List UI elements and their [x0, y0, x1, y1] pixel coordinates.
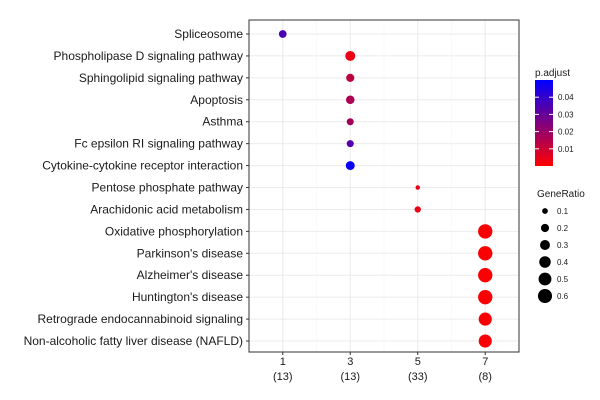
size-legend-title: GeneRatio	[537, 189, 585, 200]
size-legend-label: 0.3	[557, 241, 569, 250]
data-point	[278, 30, 287, 38]
data-point	[346, 73, 355, 82]
color-legend-label: 0.01	[558, 145, 574, 154]
data-point	[346, 140, 354, 148]
data-point	[478, 224, 493, 239]
y-tick-label: Non-alcoholic fatty liver disease (NAFLD…	[24, 334, 243, 348]
data-point	[478, 268, 493, 283]
color-legend-label: 0.02	[558, 128, 574, 137]
data-point	[478, 334, 492, 348]
data-point	[345, 161, 355, 171]
y-tick-label: Spliceosome	[174, 27, 243, 41]
data-point	[478, 246, 493, 261]
y-tick-label: Phospholipase D signaling pathway	[54, 49, 243, 63]
size-legend-dot	[540, 240, 550, 250]
x-tick-sublabel: (13)	[273, 371, 293, 383]
color-legend-title: p.adjust	[535, 68, 570, 79]
color-legend-label: 0.03	[558, 110, 574, 119]
data-point	[415, 185, 420, 190]
data-point	[345, 95, 355, 105]
data-point	[346, 118, 354, 126]
size-legend-label: 0.4	[557, 258, 569, 267]
data-point	[478, 312, 492, 326]
data-points	[278, 30, 493, 348]
x-axis: 1 (13) 3 (13) 5 (33) 7 (8)	[273, 352, 492, 383]
x-tick-sublabel: (8)	[479, 371, 492, 383]
color-legend-bar	[535, 80, 553, 166]
y-tick-label: Oxidative phosphorylation	[105, 224, 243, 238]
data-point	[414, 206, 421, 213]
data-point	[345, 50, 356, 61]
y-tick-label: Huntington's disease	[132, 290, 243, 304]
y-tick-label: Alzheimer's disease	[137, 268, 244, 282]
size-legend-label: 0.1	[557, 207, 569, 216]
y-tick-label: Fc epsilon RI signaling pathway	[74, 137, 243, 151]
size-legend-dot	[539, 256, 551, 268]
y-axis: Spliceosome Phospholipase D signaling pat…	[24, 27, 249, 348]
size-legend-dot	[537, 288, 553, 304]
size-legend: GeneRatio 0.1 0.2 0.3 0.4 0.5 0.6	[537, 189, 585, 304]
x-tick-label: 3	[347, 356, 353, 368]
y-tick-label: Pentose phosphate pathway	[92, 181, 243, 195]
x-tick-label: 7	[482, 356, 488, 368]
size-legend-dot	[542, 208, 548, 214]
y-tick-label: Asthma	[202, 115, 243, 129]
size-legend-label: 0.2	[557, 224, 569, 233]
size-legend-label: 0.6	[557, 292, 569, 301]
y-tick-label: Sphingolipid signaling pathway	[79, 71, 243, 85]
x-tick-label: 5	[415, 356, 421, 368]
x-tick-sublabel: (33)	[408, 371, 428, 383]
plot-panel-border	[248, 19, 520, 353]
x-tick-sublabel: (13)	[340, 371, 360, 383]
color-legend: p.adjust 0.04 0.03 0.02 0.01	[535, 68, 574, 166]
x-tick-label: 1	[280, 356, 286, 368]
y-tick-label: Parkinson's disease	[137, 246, 244, 260]
size-legend-label: 0.5	[557, 275, 569, 284]
y-tick-label: Cytokine-cytokine receptor interaction	[42, 159, 243, 173]
data-point	[478, 289, 493, 305]
size-legend-dot	[538, 272, 552, 286]
y-tick-label: Apoptosis	[190, 93, 243, 107]
size-legend-dot	[540, 223, 550, 233]
color-legend-label: 0.04	[558, 93, 574, 102]
y-tick-label: Retrograde endocannabinoid signaling	[38, 312, 244, 326]
y-tick-label: Arachidonic acid metabolism	[90, 202, 243, 216]
